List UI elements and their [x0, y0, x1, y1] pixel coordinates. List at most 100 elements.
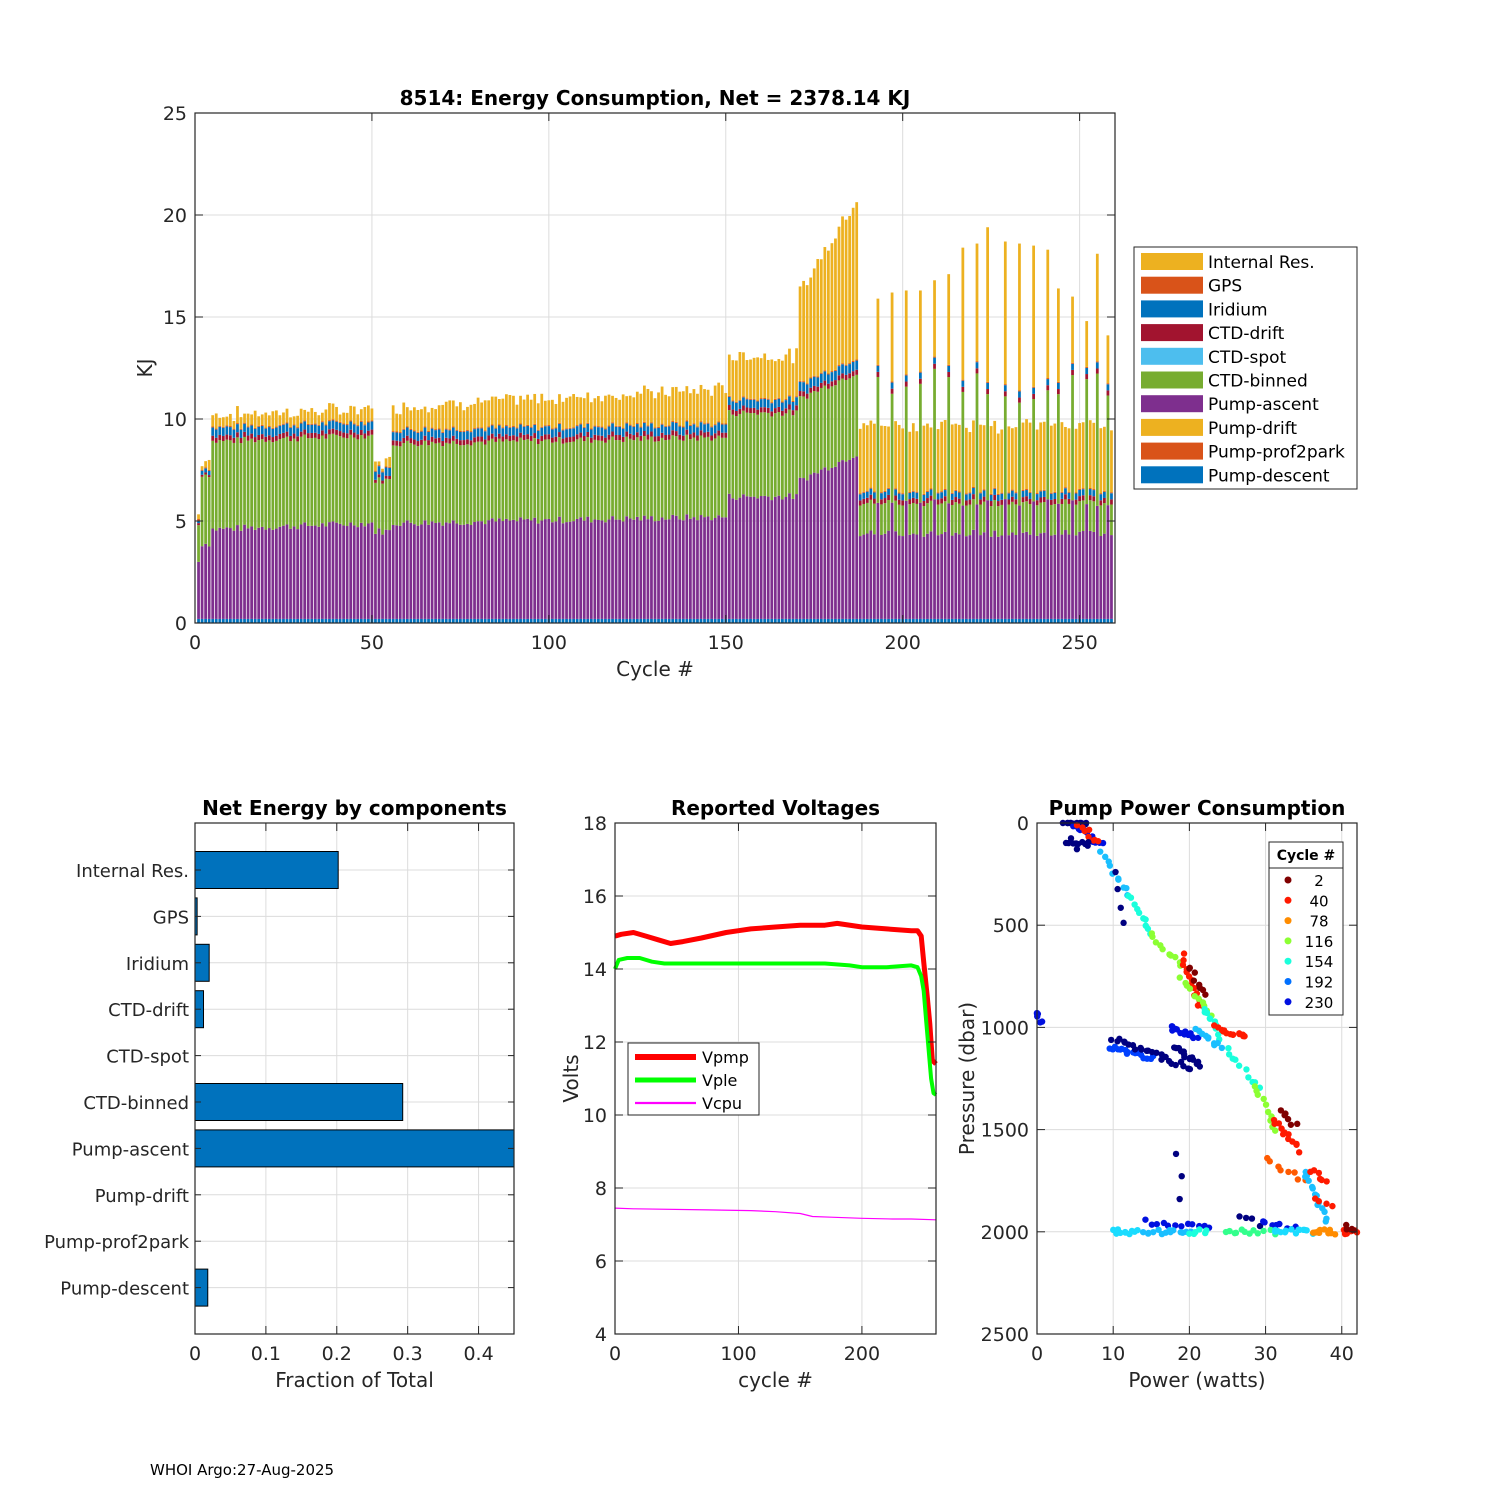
scatter-point — [1322, 1218, 1329, 1225]
energy-bar — [865, 425, 869, 623]
energy-segment-ctd-drift — [505, 434, 508, 440]
energy-segment-internal-res- — [689, 393, 692, 425]
scatter-point — [1067, 835, 1075, 842]
energy-segment-pump-descent — [519, 618, 522, 623]
energy-segment-iridium — [575, 426, 579, 435]
energy-segment-gps — [264, 427, 268, 429]
energy-segment-iridium — [628, 425, 632, 434]
scatter-point — [1321, 1208, 1328, 1216]
energy-segment-internal-res- — [579, 397, 583, 424]
energy-segment-iridium — [766, 399, 770, 408]
energy-segment-ctd-binned — [724, 437, 728, 518]
energy-bar — [929, 427, 933, 623]
energy-segment-ctd-drift — [635, 432, 639, 438]
energy-segment-internal-res- — [285, 408, 289, 423]
energy-segment-ctd-binned — [855, 374, 859, 457]
energy-segment-gps — [890, 381, 894, 383]
energy-segment-gps — [420, 430, 423, 432]
legend-label: 116 — [1305, 933, 1334, 951]
energy-segment-ctd-drift — [880, 499, 883, 505]
energy-segment-pump-descent — [423, 618, 427, 623]
energy-segment-gps — [260, 424, 264, 426]
energy-segment-pump-ascent — [614, 519, 618, 619]
energy-segment-gps — [632, 425, 636, 427]
energy-segment-iridium — [565, 429, 568, 438]
energy-segment-gps — [469, 431, 473, 433]
energy-segment-gps — [812, 375, 816, 377]
energy-segment-ctd-drift — [1071, 369, 1074, 376]
energy-segment-internal-res- — [565, 397, 568, 429]
energy-segment-pump-descent — [858, 618, 862, 623]
energy-segment-ctd-drift — [855, 369, 859, 375]
energy-segment-pump-descent — [1067, 618, 1071, 623]
energy-segment-internal-res- — [986, 227, 989, 382]
energy-segment-ctd-binned — [862, 503, 866, 535]
energy-segment-gps — [271, 427, 275, 429]
energy-segment-ctd-binned — [370, 434, 374, 523]
energy-segment-ctd-binned — [398, 446, 402, 526]
energy-bar — [434, 409, 437, 623]
energy-segment-ctd-binned — [1049, 504, 1053, 536]
energy-segment-internal-res- — [324, 409, 328, 425]
energy-segment-iridium — [752, 399, 756, 408]
energy-segment-pump-ascent — [650, 516, 653, 619]
energy-segment-pump-descent — [823, 618, 827, 623]
energy-segment-internal-res- — [667, 396, 671, 426]
energy-segment-internal-res- — [731, 360, 735, 401]
energy-segment-pump-descent — [805, 618, 809, 623]
energy-segment-pump-ascent — [593, 519, 597, 619]
energy-segment-internal-res- — [466, 406, 469, 431]
scatter-point — [1195, 995, 1202, 1002]
energy-bar — [1000, 429, 1004, 623]
energy-segment-ctd-binned — [805, 398, 809, 481]
energy-segment-ctd-drift — [770, 411, 774, 417]
energy-segment-pump-ascent — [699, 515, 703, 619]
energy-segment-ctd-binned — [989, 506, 993, 537]
energy-bar — [699, 384, 703, 623]
energy-segment-iridium — [873, 492, 876, 499]
scatter-point — [1350, 1227, 1357, 1234]
energy-segment-ctd-binned — [625, 436, 629, 517]
energy-segment-ctd-binned — [1064, 499, 1067, 531]
energy-segment-internal-res- — [1011, 428, 1014, 490]
scatter-point — [1176, 1195, 1183, 1203]
energy-segment-ctd-drift — [271, 437, 275, 443]
energy-segment-ctd-drift — [285, 431, 289, 437]
energy-bar — [841, 216, 844, 623]
y-tick-label: 2000 — [981, 1222, 1029, 1244]
energy-segment-ctd-binned — [643, 436, 646, 516]
energy-segment-pump-ascent — [356, 527, 360, 619]
energy-segment-ctd-binned — [575, 439, 579, 519]
energy-segment-ctd-binned — [781, 415, 784, 500]
energy-segment-pump-descent — [1074, 618, 1078, 623]
energy-segment-pump-descent — [388, 618, 391, 623]
scatter-point — [1315, 1198, 1323, 1205]
energy-segment-ctd-binned — [264, 441, 268, 530]
category-label: Pump-descent — [60, 1279, 189, 1300]
energy-segment-gps — [476, 427, 480, 429]
energy-bar — [667, 396, 671, 623]
energy-segment-ctd-binned — [349, 434, 353, 523]
energy-segment-pump-descent — [1085, 618, 1089, 623]
energy-segment-ctd-drift — [536, 438, 540, 445]
energy-segment-gps — [441, 431, 445, 433]
energy-segment-gps — [943, 489, 947, 491]
legend-marker — [1284, 957, 1292, 965]
energy-segment-ctd-binned — [1074, 504, 1078, 536]
energy-segment-gps — [313, 423, 317, 425]
energy-segment-ctd-drift — [1042, 496, 1046, 503]
energy-segment-ctd-drift — [374, 479, 377, 483]
energy-segment-iridium — [614, 426, 618, 435]
energy-segment-ctd-drift — [607, 434, 611, 440]
energy-segment-gps — [243, 422, 246, 424]
energy-bar — [848, 216, 851, 623]
energy-segment-pump-ascent — [384, 529, 388, 619]
energy-segment-ctd-binned — [395, 445, 399, 526]
energy-segment-ctd-binned — [827, 388, 830, 471]
energy-bar — [742, 352, 745, 623]
energy-segment-ctd-drift — [777, 406, 781, 413]
energy-bar — [819, 259, 823, 623]
energy-segment-pump-ascent — [883, 533, 887, 619]
energy-bar — [1110, 430, 1113, 623]
